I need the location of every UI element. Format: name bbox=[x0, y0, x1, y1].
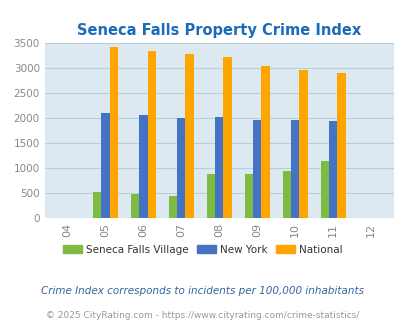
Bar bbox=[328, 121, 337, 218]
Bar bbox=[130, 194, 139, 218]
Text: © 2025 CityRating.com - https://www.cityrating.com/crime-statistics/: © 2025 CityRating.com - https://www.city… bbox=[46, 312, 359, 320]
Bar bbox=[139, 115, 147, 218]
Bar bbox=[177, 118, 185, 218]
Bar bbox=[168, 196, 177, 218]
Bar bbox=[290, 120, 298, 218]
Bar bbox=[93, 192, 101, 218]
Legend: Seneca Falls Village, New York, National: Seneca Falls Village, New York, National bbox=[59, 241, 346, 259]
Bar bbox=[337, 73, 345, 218]
Title: Seneca Falls Property Crime Index: Seneca Falls Property Crime Index bbox=[77, 22, 360, 38]
Bar bbox=[185, 54, 193, 218]
Bar bbox=[101, 114, 109, 218]
Bar bbox=[223, 57, 231, 218]
Bar bbox=[109, 47, 117, 218]
Bar bbox=[261, 66, 269, 218]
Bar bbox=[244, 174, 252, 218]
Bar bbox=[215, 117, 223, 218]
Bar bbox=[147, 51, 156, 218]
Bar bbox=[298, 70, 307, 218]
Bar bbox=[320, 161, 328, 218]
Bar bbox=[282, 171, 290, 218]
Bar bbox=[252, 120, 261, 218]
Bar bbox=[206, 174, 215, 218]
Text: Crime Index corresponds to incidents per 100,000 inhabitants: Crime Index corresponds to incidents per… bbox=[41, 286, 364, 296]
